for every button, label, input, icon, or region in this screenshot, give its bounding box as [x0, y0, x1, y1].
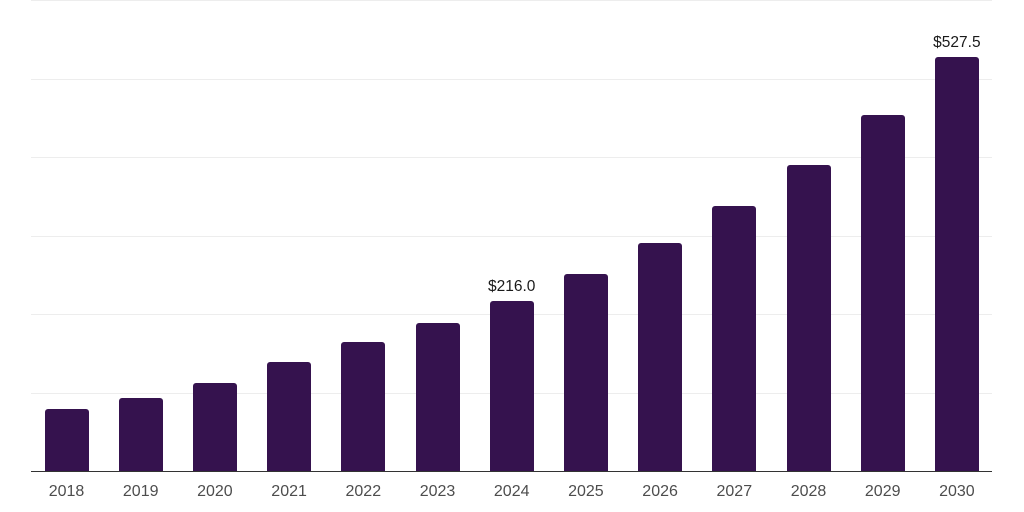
x-tick-label-2029: 2029 — [864, 483, 901, 500]
x-axis-line — [31, 470, 992, 472]
bar-2027 — [712, 206, 757, 471]
x-tick-label-2024: 2024 — [493, 483, 530, 500]
x-tick-label-2018: 2018 — [48, 483, 85, 500]
x-tick-label-2019: 2019 — [122, 483, 159, 500]
bar-2024 — [489, 301, 534, 471]
bar-2025 — [563, 273, 608, 471]
data-label-2024: $216.0 — [487, 278, 536, 296]
bar-2026 — [638, 243, 683, 471]
bar-2018 — [44, 408, 89, 471]
gridline-400 — [31, 157, 992, 158]
bar-2029 — [860, 114, 905, 471]
bar-2022 — [341, 342, 386, 471]
x-tick-label-2026: 2026 — [642, 483, 678, 500]
x-tick-label-2022: 2022 — [345, 483, 382, 500]
bar-2030 — [934, 56, 979, 471]
bar-2023 — [415, 323, 460, 471]
gridline-500 — [31, 79, 992, 80]
x-tick-label-2020: 2020 — [197, 483, 233, 500]
bar-2021 — [267, 361, 312, 471]
x-tick-label-2021: 2021 — [271, 483, 307, 500]
x-tick-label-2030: 2030 — [939, 483, 975, 500]
x-tick-label-2025: 2025 — [568, 483, 604, 500]
gridline-300 — [31, 236, 992, 237]
x-tick-label-2027: 2027 — [716, 483, 753, 500]
x-tick-label-2028: 2028 — [790, 483, 827, 500]
data-label-2030: $527.5 — [933, 33, 981, 51]
bar-2019 — [118, 397, 163, 471]
bar-2020 — [192, 383, 237, 471]
x-tick-label-2023: 2023 — [419, 483, 456, 500]
gridline-600 — [31, 0, 992, 1]
bar-2028 — [786, 164, 831, 471]
